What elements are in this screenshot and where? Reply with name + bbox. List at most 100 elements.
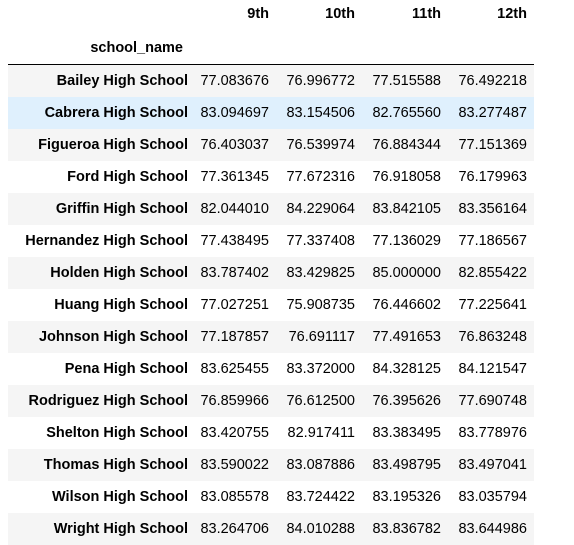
table-cell-10th: 83.087886: [286, 456, 355, 473]
table-cell-10th: 83.724422: [286, 488, 355, 505]
table-cell-10th: 76.691117: [288, 328, 355, 345]
table-row: Cabrera High School 83.094697 83.154506 82.…: [8, 96, 534, 129]
table-cell-10th: 83.429825: [286, 264, 355, 281]
table-cell-9th: 83.420755: [200, 424, 269, 441]
table-cell-12th: 83.644986: [458, 520, 527, 537]
table-cell-11th: 85.000000: [372, 264, 441, 281]
table-cell-10th: 82.917411: [287, 424, 355, 441]
table-cell-11th: 83.836782: [372, 520, 441, 537]
column-header-11th: 11th: [411, 6, 441, 22]
table-row: Johnson High School 77.187857 76.691117 77.…: [8, 320, 534, 353]
table-cell-9th: 76.859966: [200, 392, 269, 409]
row-index-label: Holden High School: [50, 264, 188, 281]
table-cell-9th: 77.083676: [200, 72, 269, 89]
table-cell-11th: 76.395626: [372, 392, 441, 409]
row-index-label: Cabrera High School: [44, 104, 188, 121]
table-cell-11th: 77.136029: [372, 232, 441, 249]
table-cell-11th: 83.383495: [372, 424, 441, 441]
table-row: Shelton High School 83.420755 82.917411 83.…: [8, 416, 534, 449]
table-cell-11th: 83.842105: [372, 200, 441, 217]
row-index-label: Wilson High School: [51, 488, 188, 505]
table-cell-11th: 76.884344: [372, 136, 441, 153]
table-cell-9th: 77.438495: [200, 232, 269, 249]
table-row: Holden High School 83.787402 83.429825 85.0…: [8, 256, 534, 289]
table-row: Thomas High School 83.590022 83.087886 83.4…: [8, 448, 534, 481]
table-cell-9th: 83.085578: [200, 488, 269, 505]
row-index-label: Pena High School: [64, 360, 188, 377]
table-cell-9th: 82.044010: [200, 200, 269, 217]
row-index-label: Rodriguez High School: [28, 392, 189, 409]
row-index-label: Wright High School: [53, 520, 188, 537]
column-header-9th: 9th: [247, 6, 269, 22]
table-cell-9th: 83.094697: [200, 104, 269, 121]
table-row: Bailey High School 77.083676 76.996772 77.5…: [8, 64, 534, 97]
row-index-label: Bailey High School: [56, 72, 188, 89]
table-cell-12th: 83.356164: [458, 200, 527, 217]
table-cell-12th: 77.225641: [458, 296, 527, 313]
table-cell-11th: 83.498795: [372, 456, 441, 473]
table-cell-10th: 75.908735: [286, 296, 355, 313]
table-cell-12th: 76.179963: [458, 168, 527, 185]
table-cell-10th: 77.337408: [286, 232, 355, 249]
column-header-row: 9th 10th 11th 12th: [8, 0, 534, 28]
table-cell-11th: 76.918058: [372, 168, 441, 185]
table-cell-11th: 82.765560: [372, 104, 441, 121]
table-cell-10th: 84.010288: [286, 520, 355, 537]
row-index-label: Huang High School: [54, 296, 188, 313]
table-cell-9th: 77.361345: [200, 168, 269, 185]
table-cell-10th: 84.229064: [286, 200, 355, 217]
table-row: Figueroa High School 76.403037 76.539974 76…: [8, 128, 534, 161]
table-cell-10th: 76.539974: [286, 136, 355, 153]
table-cell-12th: 77.690748: [458, 392, 527, 409]
table-cell-12th: 83.497041: [458, 456, 527, 473]
table-cell-9th: 76.403037: [200, 136, 269, 153]
table-cell-12th: 82.855422: [458, 264, 527, 281]
table-row: Ford High School 77.361345 77.672316 76.918…: [8, 160, 534, 193]
table-cell-12th: 76.492218: [458, 72, 527, 89]
table-body: Bailey High School 77.083676 76.996772 77.5…: [8, 64, 534, 545]
column-header-10th: 10th: [325, 6, 355, 22]
table-row: Wright High School 83.264706 84.010288 83.8…: [8, 512, 534, 545]
index-name-row: school_name: [8, 28, 534, 65]
table-cell-11th: 77.515588: [372, 72, 441, 89]
table-cell-12th: 83.778976: [458, 424, 527, 441]
table-row: Pena High School 83.625455 83.372000 84.328…: [8, 352, 534, 385]
row-index-label: Johnson High School: [38, 328, 188, 345]
table-row: Wilson High School 83.085578 83.724422 83.1…: [8, 480, 534, 513]
table-cell-9th: 77.187857: [200, 328, 269, 345]
table-cell-11th: 83.195326: [372, 488, 441, 505]
table-row: Griffin High School 82.044010 84.229064 83.…: [8, 192, 534, 225]
table-cell-12th: 77.151369: [458, 136, 527, 153]
table-cell-10th: 83.372000: [286, 360, 355, 377]
table-cell-9th: 83.264706: [200, 520, 269, 537]
table-cell-9th: 83.787402: [200, 264, 269, 281]
table-row: Hernandez High School 77.438495 77.337408 7…: [8, 224, 534, 257]
row-index-label: Shelton High School: [46, 424, 188, 441]
table-cell-12th: 84.121547: [458, 360, 527, 377]
row-index-label: Figueroa High School: [38, 136, 188, 153]
table-cell-10th: 76.612500: [286, 392, 355, 409]
table-row: Huang High School 77.027251 75.908735 76.44…: [8, 288, 534, 321]
table-cell-11th: 77.491653: [372, 328, 441, 345]
column-header-12th: 12th: [497, 6, 527, 22]
table-cell-9th: 83.590022: [200, 456, 269, 473]
dataframe-table: 9th 10th 11th 12th school_name Bailey Hi…: [8, 0, 534, 545]
row-index-label: Ford High School: [67, 168, 188, 185]
table-cell-12th: 83.035794: [458, 488, 527, 505]
row-index-label: Hernandez High School: [25, 232, 188, 249]
table-cell-12th: 77.186567: [458, 232, 527, 249]
table-cell-9th: 83.625455: [200, 360, 269, 377]
table-cell-12th: 83.277487: [458, 104, 527, 121]
table-cell-12th: 76.863248: [458, 328, 527, 345]
row-index-label: Griffin High School: [55, 200, 188, 217]
table-cell-11th: 84.328125: [372, 360, 441, 377]
row-index-label: Thomas High School: [43, 456, 188, 473]
table-cell-10th: 83.154506: [286, 104, 355, 121]
index-name-label: school_name: [8, 28, 190, 65]
corner-cell: [8, 0, 190, 28]
table-row: Rodriguez High School 76.859966 76.612500 7…: [8, 384, 534, 417]
table-cell-9th: 77.027251: [200, 296, 269, 313]
table-cell-11th: 76.446602: [372, 296, 441, 313]
table-cell-10th: 77.672316: [286, 168, 355, 185]
